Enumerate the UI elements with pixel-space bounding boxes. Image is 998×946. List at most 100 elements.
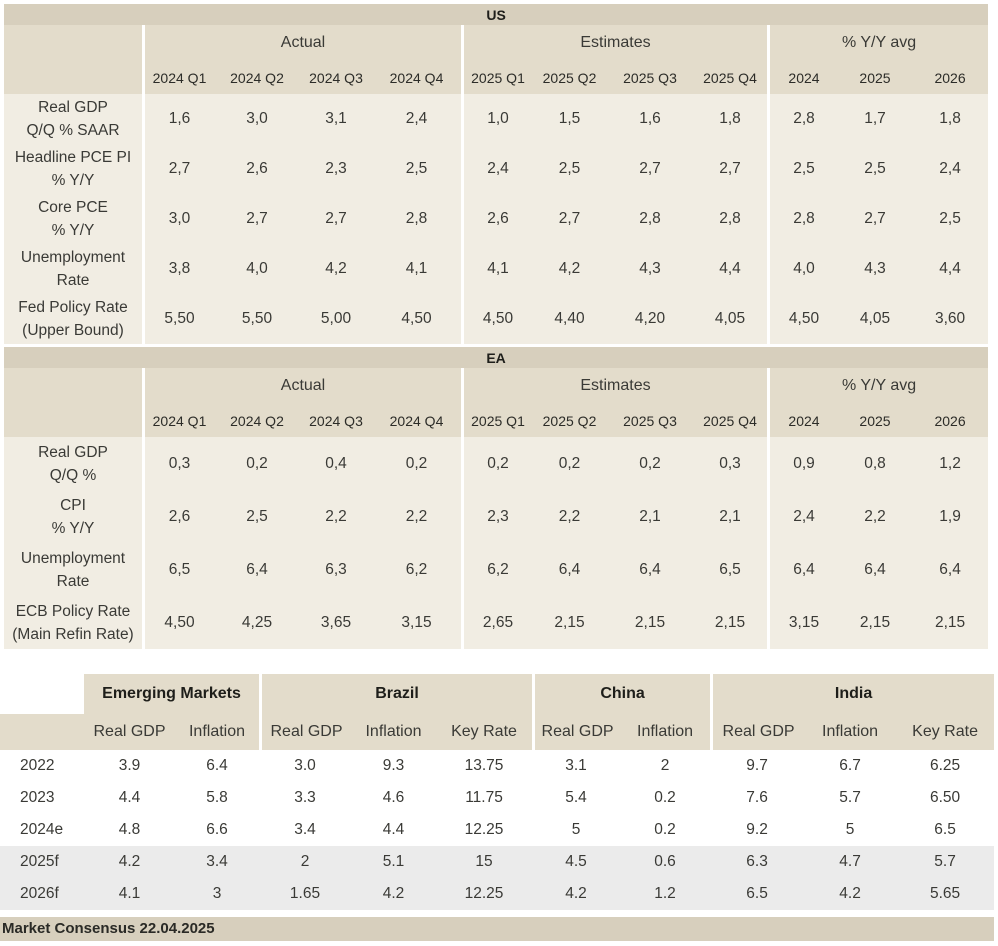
- em-value-cell: 2: [620, 750, 711, 782]
- us-forecast-table: US Actual Estimates % Y/Y avg 2024 Q1 202…: [4, 4, 989, 344]
- ea-title: EA: [4, 347, 989, 368]
- ea-period-header: 2024: [767, 404, 838, 437]
- ea-data-row: ECB Policy Rate (Main Refin Rate) 4,50 4,25…: [4, 596, 989, 649]
- ea-group-estimates: Estimates: [461, 368, 767, 404]
- ea-row-label-line: Unemployment: [20, 549, 126, 567]
- ea-value-cell: 2,65: [461, 596, 532, 649]
- us-value-cell: 1,6: [142, 94, 214, 144]
- us-group-estimates: Estimates: [461, 25, 767, 61]
- us-value-cell: 4,2: [532, 244, 607, 294]
- ea-value-cell: 6,2: [372, 543, 461, 596]
- em-value-cell: 5.7: [896, 846, 995, 878]
- em-value-cell: 5.4: [532, 782, 621, 814]
- us-period-header: 2025 Q4: [693, 61, 767, 94]
- us-value-cell: 4,0: [214, 244, 300, 294]
- ea-forecast-table: EA Actual Estimates % Y/Y avg 2024 Q1 202…: [4, 347, 989, 649]
- ea-value-cell: 1,2: [912, 437, 989, 490]
- ea-period-header: 2025 Q1: [461, 404, 532, 437]
- us-value-cell: 2,5: [912, 194, 989, 244]
- us-group-yy: % Y/Y avg: [767, 25, 989, 61]
- us-value-cell: 2,8: [767, 94, 838, 144]
- em-year-label: 2023: [0, 782, 84, 814]
- ea-data-row: CPI% Y/Y 2,6 2,5 2,2 2,2 2,3 2,2 2,1 2,1 2,4 2,2 1,…: [4, 490, 989, 543]
- us-row-label-line: Fed Policy Rate: [18, 299, 128, 316]
- us-value-cell: 2,7: [532, 194, 607, 244]
- ea-value-cell: 0,4: [300, 437, 372, 490]
- us-value-cell: 2,7: [693, 144, 767, 194]
- ea-row-label-line: ECB Policy Rate: [15, 602, 131, 620]
- em-value-cell: 5.1: [351, 846, 436, 878]
- em-forecast-table: Emerging Markets Brazil China India Real…: [0, 674, 995, 910]
- us-value-cell: 5,50: [142, 294, 214, 344]
- em-column-header: Real GDP: [84, 714, 175, 750]
- em-value-cell: 1.2: [620, 878, 711, 910]
- us-row-label-line: Q/Q % SAAR: [26, 122, 120, 139]
- us-value-cell: 1,5: [532, 94, 607, 144]
- us-value-cell: 2,4: [372, 94, 461, 144]
- ea-value-cell: 0,2: [372, 437, 461, 490]
- ea-value-cell: 0,2: [532, 437, 607, 490]
- ea-row-label-line: Rate: [56, 572, 90, 590]
- ea-data-row: Real GDP Q/Q % 0,3 0,2 0,4 0,2 0,2 0,2 0,2 0,3 0,9…: [4, 437, 989, 490]
- em-value-cell: 0.2: [620, 814, 711, 846]
- ea-value-cell: 3,65: [300, 596, 372, 649]
- em-value-cell: 5: [804, 814, 897, 846]
- us-row-label: Headline PCE PI % Y/Y: [4, 144, 142, 194]
- us-value-cell: 3,0: [214, 94, 300, 144]
- em-year-label: 2025f: [0, 846, 84, 878]
- ea-value-cell: 2,2: [300, 490, 372, 543]
- ea-value-cell: 6,4: [214, 543, 300, 596]
- us-value-cell: 2,7: [142, 144, 214, 194]
- us-corner: [4, 25, 142, 61]
- em-value-cell: 0.6: [620, 846, 711, 878]
- ea-value-cell: 2,6: [142, 490, 214, 543]
- em-value-cell: 4.2: [84, 846, 175, 878]
- us-value-cell: 4,50: [372, 294, 461, 344]
- us-value-cell: 2,5: [838, 144, 912, 194]
- em-value-cell: 4.2: [532, 878, 621, 910]
- us-value-cell: 1,8: [912, 94, 989, 144]
- ea-value-cell: 2,3: [461, 490, 532, 543]
- us-row-label-line: Core PCE: [38, 199, 108, 216]
- ea-value-cell: 6,4: [912, 543, 989, 596]
- us-value-cell: 4,20: [607, 294, 693, 344]
- em-value-cell: 4.1: [84, 878, 175, 910]
- em-value-cell: 13.75: [436, 750, 533, 782]
- us-value-cell: 2,4: [461, 144, 532, 194]
- us-period-header: 2025 Q3: [607, 61, 693, 94]
- em-value-cell: 6.7: [804, 750, 897, 782]
- us-title: US: [4, 4, 989, 25]
- ea-value-cell: 2,1: [693, 490, 767, 543]
- us-value-cell: 4,1: [461, 244, 532, 294]
- us-value-cell: 4,50: [461, 294, 532, 344]
- ea-value-cell: 6,5: [142, 543, 214, 596]
- ea-corner: [4, 368, 142, 404]
- ea-value-cell: 6,4: [838, 543, 912, 596]
- ea-value-cell: 2,15: [838, 596, 912, 649]
- em-value-cell: 15: [436, 846, 533, 878]
- ea-value-cell: 2,1: [607, 490, 693, 543]
- em-column-header: Inflation: [351, 714, 436, 750]
- em-value-cell: 12.25: [436, 878, 533, 910]
- ea-value-cell: 2,15: [693, 596, 767, 649]
- us-value-cell: 2,7: [838, 194, 912, 244]
- us-row-label: Unemployment Rate: [4, 244, 142, 294]
- ea-row-label: ECB Policy Rate (Main Refin Rate): [4, 596, 142, 649]
- ea-value-cell: 0,9: [767, 437, 838, 490]
- us-period-header: 2025 Q2: [532, 61, 607, 94]
- us-row-label-line: Headline PCE PI: [14, 149, 132, 166]
- market-consensus-footer: Market Consensus 22.04.2025: [0, 917, 994, 941]
- ea-data-row: Unemployment Rate 6,5 6,4 6,3 6,2 6,2 6,4 6,4 6,5…: [4, 543, 989, 596]
- em-value-cell: 3.4: [175, 846, 259, 878]
- em-col-corner: [0, 714, 84, 750]
- us-period-header: 2025 Q1: [461, 61, 532, 94]
- em-value-cell: 12.25: [436, 814, 533, 846]
- em-value-cell: 4.7: [804, 846, 897, 878]
- em-value-cell: 4.5: [532, 846, 621, 878]
- em-value-cell: 6.5: [896, 814, 995, 846]
- us-data-row: Fed Policy Rate (Upper Bound) 5,50 5,50 5,00…: [4, 294, 989, 344]
- em-year-label: 2026f: [0, 878, 84, 910]
- em-column-header: Inflation: [175, 714, 259, 750]
- ea-period-header: 2025 Q3: [607, 404, 693, 437]
- us-value-cell: 2,8: [372, 194, 461, 244]
